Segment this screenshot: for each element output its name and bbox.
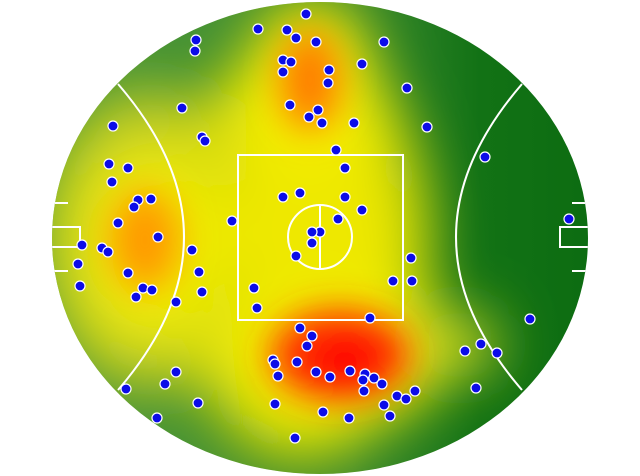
point [176, 102, 188, 114]
point [330, 144, 342, 156]
point [72, 258, 84, 270]
point [137, 282, 149, 294]
point [409, 385, 421, 397]
point [348, 117, 360, 129]
point [470, 382, 482, 394]
point [376, 378, 388, 390]
point [563, 213, 575, 225]
point [294, 187, 306, 199]
point [459, 345, 471, 357]
point [103, 158, 115, 170]
point [344, 365, 356, 377]
point [323, 64, 335, 76]
point [358, 385, 370, 397]
point [159, 378, 171, 390]
point [294, 322, 306, 334]
point [357, 374, 369, 386]
point [387, 275, 399, 287]
point [145, 193, 157, 205]
point [152, 231, 164, 243]
point [356, 204, 368, 216]
point [146, 284, 158, 296]
point [122, 267, 134, 279]
point [406, 275, 418, 287]
point [277, 66, 289, 78]
point [378, 36, 390, 48]
point [343, 412, 355, 424]
point [252, 23, 264, 35]
point [339, 162, 351, 174]
point [364, 312, 376, 324]
point [107, 120, 119, 132]
point [106, 176, 118, 188]
point [524, 313, 536, 325]
point [303, 111, 315, 123]
point [277, 191, 289, 203]
point [269, 358, 281, 370]
point [196, 286, 208, 298]
point [421, 121, 433, 133]
point [74, 280, 86, 292]
point [248, 282, 260, 294]
point [324, 371, 336, 383]
point [339, 191, 351, 203]
point [332, 213, 344, 225]
point [400, 393, 412, 405]
points [72, 8, 575, 444]
point [401, 82, 413, 94]
point [475, 338, 487, 350]
point [316, 117, 328, 129]
point [306, 226, 318, 238]
point [193, 266, 205, 278]
point [190, 34, 202, 46]
point [300, 8, 312, 20]
point [120, 383, 132, 395]
point [122, 162, 134, 174]
point [479, 151, 491, 163]
point [291, 356, 303, 368]
point [306, 237, 318, 249]
point [285, 56, 297, 68]
point [491, 347, 503, 359]
point [368, 372, 380, 384]
point [251, 302, 263, 314]
point [284, 99, 296, 111]
point [269, 398, 281, 410]
point [322, 77, 334, 89]
point [306, 330, 318, 342]
point [310, 366, 322, 378]
point [199, 135, 211, 147]
point [378, 399, 390, 411]
point [301, 340, 313, 352]
point [272, 370, 284, 382]
point [186, 244, 198, 256]
point [289, 432, 301, 444]
point [128, 201, 140, 213]
point [281, 24, 293, 36]
point [405, 252, 417, 264]
point [102, 246, 114, 258]
point [192, 397, 204, 409]
point [170, 366, 182, 378]
point [312, 104, 324, 116]
point [290, 32, 302, 44]
point [189, 45, 201, 57]
point [130, 291, 142, 303]
point [384, 410, 396, 422]
point [151, 412, 163, 424]
point [356, 58, 368, 70]
point [76, 239, 88, 251]
point [290, 250, 302, 262]
point [226, 215, 238, 227]
point [310, 36, 322, 48]
point [317, 406, 329, 418]
point [112, 217, 124, 229]
point [170, 296, 182, 308]
